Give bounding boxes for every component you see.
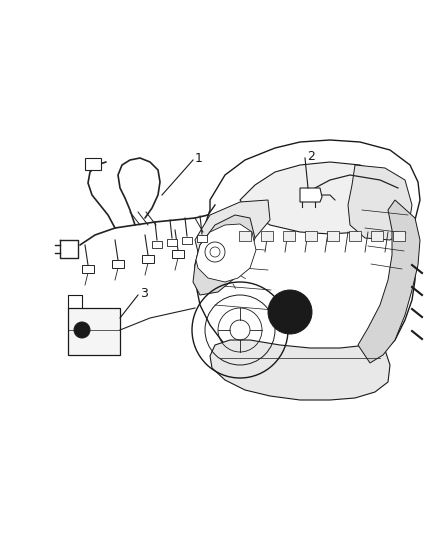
Bar <box>152 241 162 248</box>
Polygon shape <box>196 224 256 282</box>
Polygon shape <box>240 162 405 234</box>
Bar <box>167 239 177 246</box>
Polygon shape <box>348 165 412 240</box>
Text: 2: 2 <box>307 150 315 163</box>
Polygon shape <box>210 340 390 400</box>
Polygon shape <box>195 140 420 385</box>
Bar <box>349 231 361 241</box>
Polygon shape <box>358 200 420 363</box>
Bar <box>85 158 101 170</box>
Bar <box>112 260 124 268</box>
Bar <box>172 250 184 258</box>
Circle shape <box>268 290 312 334</box>
Bar <box>142 255 154 263</box>
Bar <box>327 231 339 241</box>
Polygon shape <box>68 308 120 355</box>
Bar <box>82 265 94 273</box>
Circle shape <box>74 322 90 338</box>
Polygon shape <box>193 215 255 295</box>
Bar <box>283 231 295 241</box>
Bar <box>182 237 192 244</box>
Polygon shape <box>300 188 322 202</box>
Bar <box>305 231 317 241</box>
Bar <box>197 235 207 242</box>
Text: 1: 1 <box>195 152 203 165</box>
Bar <box>239 231 251 241</box>
Bar <box>261 231 273 241</box>
Polygon shape <box>195 200 270 260</box>
Circle shape <box>79 327 85 333</box>
Bar <box>371 231 383 241</box>
Text: 3: 3 <box>140 287 148 300</box>
Bar <box>393 231 405 241</box>
